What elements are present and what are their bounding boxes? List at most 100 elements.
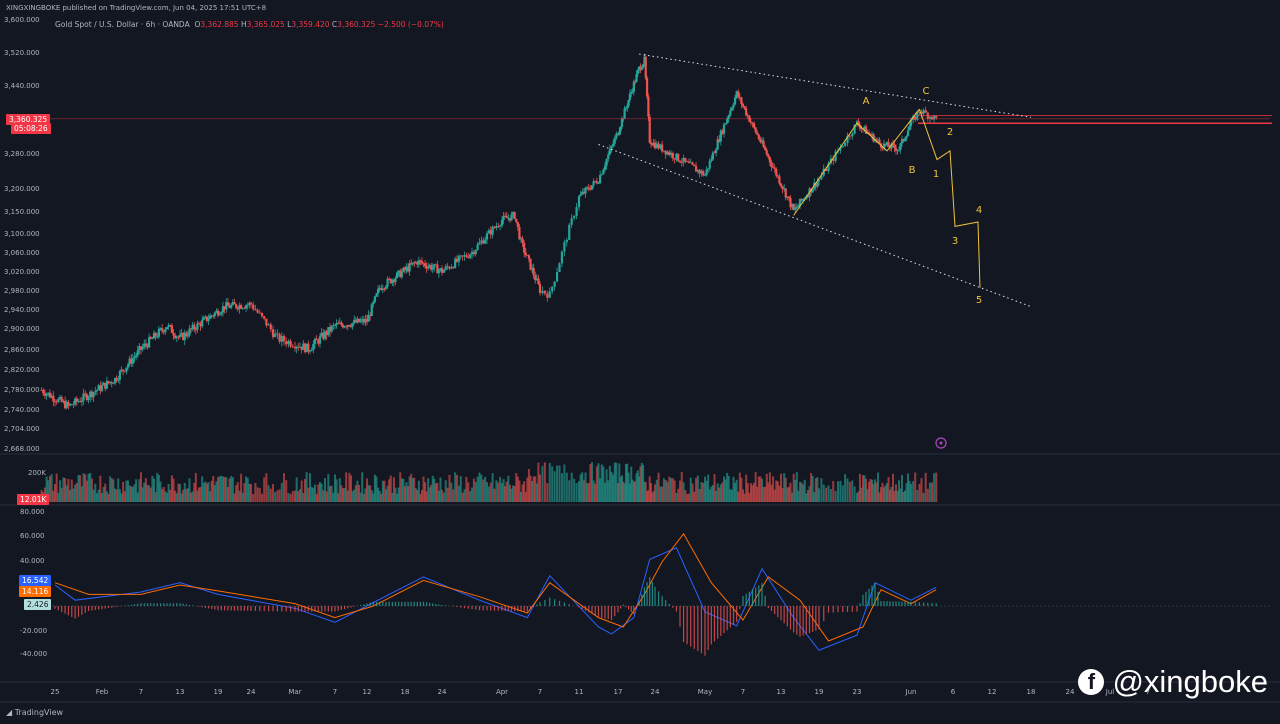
macd-histogram-bar <box>654 586 656 606</box>
volume-bar <box>767 482 770 502</box>
volume-bar <box>535 483 538 502</box>
macd-histogram-bar <box>770 606 773 612</box>
candle-body <box>530 267 534 270</box>
macd-histogram-bar <box>297 606 299 612</box>
candle-body <box>827 163 830 172</box>
volume-bar <box>294 490 296 502</box>
macd-histogram-bar <box>635 606 638 608</box>
candle-body <box>594 181 597 182</box>
volume-bar <box>553 471 556 502</box>
macd-histogram-bar <box>842 606 844 613</box>
volume-bar <box>568 480 571 502</box>
macd-histogram-bar <box>57 606 59 611</box>
volume-bar <box>338 478 341 502</box>
candle-body <box>783 188 786 190</box>
candle-body <box>243 308 246 309</box>
candle-body <box>133 356 136 359</box>
volume-bar <box>461 492 464 502</box>
volume-bar <box>742 489 744 502</box>
volume-bar <box>865 478 867 502</box>
macd-histogram-bar <box>407 601 409 606</box>
volume-bar <box>905 483 908 502</box>
candle-body <box>67 402 70 406</box>
wave-abc-path <box>793 108 920 216</box>
macd-histogram-bar <box>268 606 270 612</box>
volume-bar <box>912 481 915 502</box>
volume-bar <box>469 491 472 502</box>
candle-body <box>620 118 624 127</box>
volume-bar <box>772 476 775 502</box>
symbol-info: Gold Spot / U.S. Dollar · 6h · OANDA O3,… <box>55 20 444 29</box>
volume-bar <box>872 483 875 502</box>
candle-body <box>442 269 445 273</box>
candle-body <box>714 149 718 153</box>
macd-histogram-bar <box>467 606 469 609</box>
macd-histogram-bar <box>846 606 849 612</box>
candle-body <box>208 315 212 319</box>
macd-histogram-bar <box>630 606 632 612</box>
candle-body <box>57 398 60 403</box>
volume-bar <box>420 489 423 502</box>
candle-body <box>141 347 144 350</box>
candle-body <box>493 226 496 228</box>
volume-bar <box>198 487 200 502</box>
candle-body <box>505 216 508 219</box>
candle-body <box>102 382 105 386</box>
candle-body <box>841 145 844 148</box>
macd-histogram-bar <box>493 606 496 611</box>
candle-body <box>79 401 82 402</box>
volume-bar <box>291 491 294 502</box>
x-tick-label: Jun <box>905 688 917 696</box>
volume-bar <box>501 483 503 502</box>
macd-histogram-bar <box>438 604 440 606</box>
volume-bar <box>529 475 532 502</box>
macd-histogram-bar <box>690 606 692 647</box>
y-tick-label: 2,668.000 <box>4 445 40 453</box>
candle-body <box>529 258 532 270</box>
volume-bar <box>110 478 113 502</box>
volume-bar <box>600 464 603 502</box>
volume-bar <box>595 466 598 502</box>
volume-bar <box>345 472 348 502</box>
y-tick-label: 3,440.000 <box>4 82 40 90</box>
volume-bar <box>50 474 53 502</box>
macd-histogram-bar <box>601 606 603 618</box>
volume-bar <box>832 480 835 502</box>
candle-body <box>523 242 526 253</box>
candle-body <box>881 147 884 149</box>
macd-histogram-bar <box>201 606 203 608</box>
candle-body <box>185 332 188 336</box>
volume-bar <box>319 481 321 502</box>
volume-bar <box>874 479 876 502</box>
macd-histogram-bar <box>156 603 158 606</box>
macd-histogram-bar <box>931 602 933 606</box>
candle-body <box>465 255 468 257</box>
macd-histogram-bar <box>188 604 191 606</box>
candle-body <box>776 175 779 177</box>
candle-body <box>662 150 666 152</box>
volume-bar <box>751 485 754 502</box>
macd-histogram-bar <box>886 601 888 606</box>
alert-icon-dot <box>939 441 943 445</box>
volume-bar <box>256 487 259 502</box>
macd-histogram-bar <box>214 606 216 610</box>
volume-bar <box>419 493 422 502</box>
volume-bar <box>417 480 420 502</box>
volume-bar <box>74 484 77 502</box>
macd-histogram-bar <box>425 602 428 606</box>
volume-bar <box>732 476 735 502</box>
candle-body <box>196 323 199 330</box>
macd-histogram-bar <box>758 585 760 606</box>
macd-histogram-bar <box>347 606 349 609</box>
volume-bar <box>521 484 524 502</box>
volume-bar <box>80 486 83 502</box>
candle-body <box>916 111 919 120</box>
volume-bar <box>175 493 178 502</box>
macd-histogram-bar <box>429 602 431 606</box>
volume-bar <box>586 483 589 502</box>
volume-bar <box>791 492 794 502</box>
macd-histogram-bar <box>633 606 635 615</box>
candle-body <box>894 148 898 151</box>
macd-histogram-bar <box>568 604 570 606</box>
